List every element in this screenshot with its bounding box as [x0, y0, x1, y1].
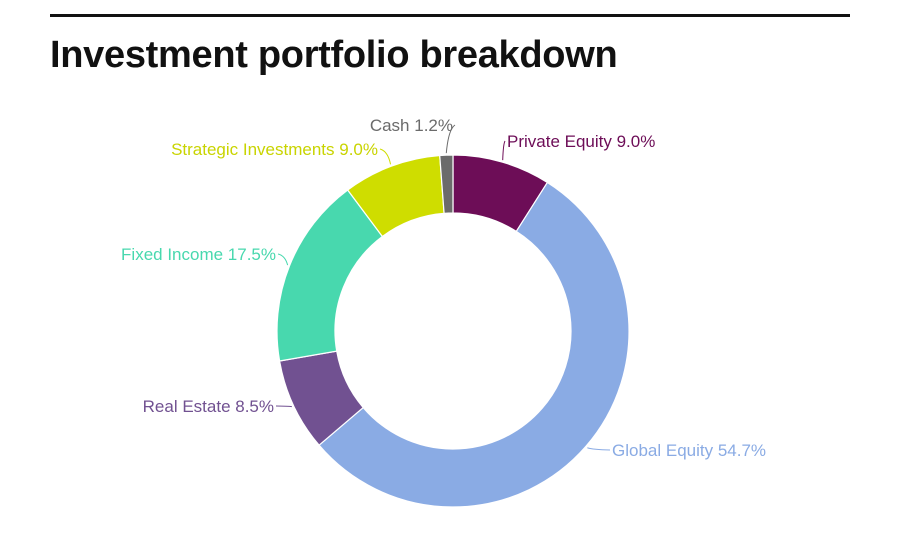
label-fixed-income: Fixed Income 17.5%: [121, 245, 276, 264]
label-real-estate: Real Estate 8.5%: [143, 397, 274, 416]
leader-cash: [445, 124, 456, 154]
slice-labels: Private Equity 9.0% Global Equity 54.7% Re…: [121, 116, 766, 460]
label-leader-lines: [275, 124, 611, 451]
label-strategic-investments: Strategic Investments 9.0%: [171, 140, 378, 159]
label-global-equity: Global Equity 54.7%: [612, 441, 766, 460]
leader-global-equity: [587, 447, 611, 451]
label-cash: Cash 1.2%: [370, 116, 453, 135]
leader-strategic-investments: [379, 148, 392, 165]
top-rule: [50, 14, 850, 17]
label-private-equity: Private Equity 9.0%: [507, 132, 655, 151]
leader-fixed-income: [277, 253, 289, 266]
slice-global-equity[interactable]: [318, 181, 630, 508]
slice-cash[interactable]: [439, 154, 454, 214]
leader-real-estate: [275, 405, 292, 408]
donut-slices: [276, 154, 630, 508]
leader-private-equity: [502, 140, 506, 161]
page-title: Investment portfolio breakdown: [50, 34, 618, 76]
